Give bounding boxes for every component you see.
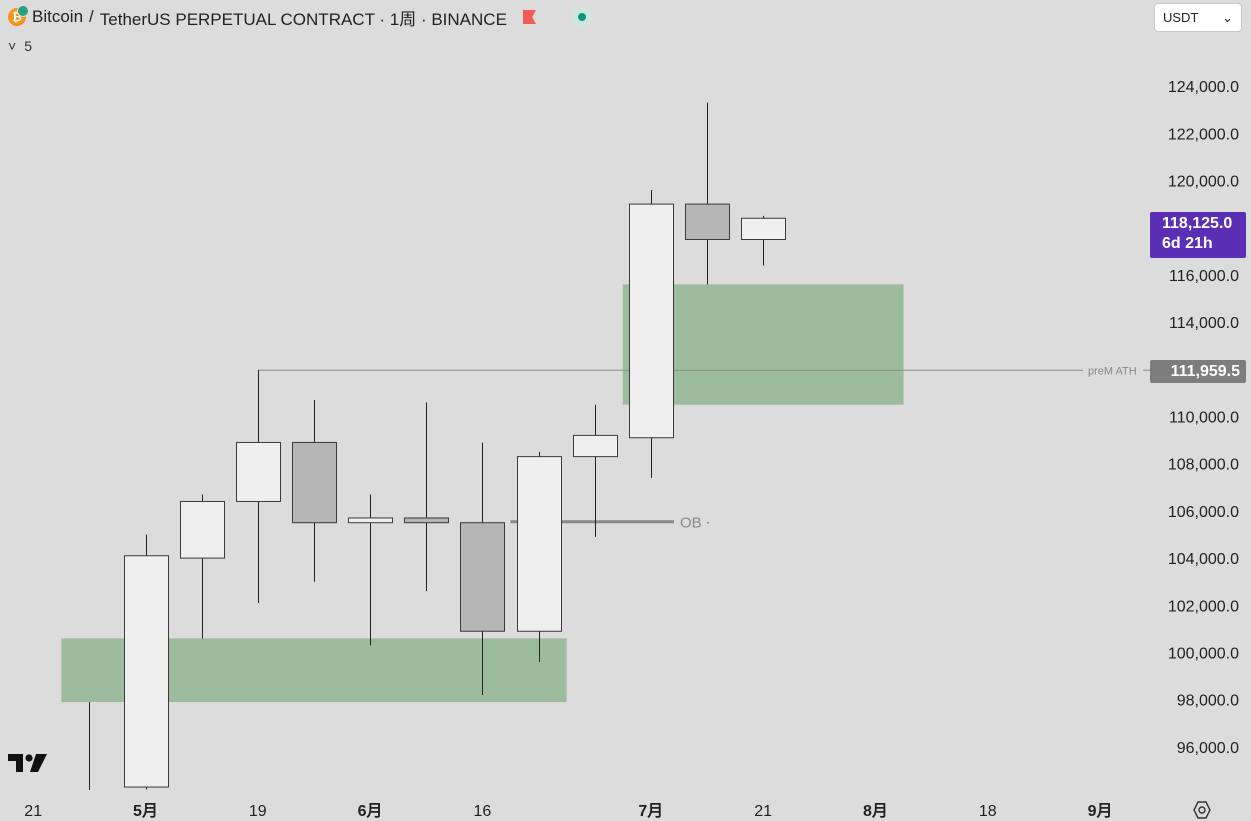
last-price-tag: 118,125.0 6d 21h [1150, 212, 1246, 258]
candle-body [404, 517, 449, 524]
candle-body [685, 203, 730, 241]
tradingview-logo-icon[interactable] [8, 752, 48, 774]
prem-ath-label: preM ATH [1088, 365, 1137, 377]
time-tick-label: 5月 [133, 802, 158, 820]
candle-7[interactable] [404, 402, 449, 592]
price-tick-label: 108,000.0 [1168, 457, 1239, 474]
bitcoin-icon: ₿ [8, 5, 29, 26]
candle-body [124, 555, 169, 788]
chevron-down-icon[interactable]: ˅ [8, 38, 17, 54]
time-tick-label: 21 [24, 803, 42, 820]
time-tick-label: 9月 [1088, 802, 1113, 820]
candle-body [292, 441, 337, 524]
candle-2[interactable] [124, 534, 169, 790]
time-tick-label: 16 [474, 803, 492, 820]
level-price-tag: 111,959.5 [1150, 360, 1246, 383]
ob-dot [707, 521, 709, 524]
chevron-down-icon: ⌄ [1222, 9, 1233, 25]
price-tick-label: 98,000.0 [1177, 693, 1239, 710]
candle-body [180, 500, 225, 559]
price-tick-label: 114,000.0 [1169, 315, 1239, 332]
price-axis[interactable]: 96,000.0 98,000.0 100,000.0 102,000.0 104,00… [1168, 79, 1239, 757]
symbol-separator: / [89, 7, 94, 26]
time-tick-label: 7月 [638, 802, 663, 820]
candle-11[interactable] [629, 189, 674, 478]
candle-body [741, 217, 786, 240]
time-axis[interactable]: 21 5月 19 6月 16 7月 21 8月 18 9月 [24, 802, 1112, 820]
candle-body [573, 434, 618, 458]
market-status-icon[interactable] [571, 7, 592, 27]
price-tick-label: 120,000.0 [1168, 174, 1239, 191]
price-tick-label: 122,000.0 [1168, 126, 1239, 143]
time-tick-label: 21 [754, 803, 772, 820]
candle-10[interactable] [573, 404, 618, 537]
time-tick-label: 8月 [863, 802, 888, 820]
candle-8[interactable] [460, 442, 505, 695]
currency-value: USDT [1163, 10, 1199, 25]
candle-body [348, 517, 393, 524]
candle-body [517, 456, 562, 632]
symbol-header[interactable]: ₿ Bitcoin / TetherUS PERPETUAL CONTRACT … [8, 4, 592, 30]
candle-body [236, 441, 281, 502]
currency-select[interactable]: USDT ⌄ [1154, 3, 1242, 32]
price-tick-label: 124,000.0 [1168, 79, 1239, 96]
time-tick-label: 18 [979, 803, 997, 820]
candle-6[interactable] [348, 494, 393, 646]
indicator-count: 5 [24, 38, 32, 54]
price-tick-label: 102,000.0 [1168, 598, 1239, 615]
candle-body [460, 522, 505, 632]
price-tick-label: 106,000.0 [1168, 504, 1239, 521]
ob-label: OB [680, 515, 702, 532]
candle-9[interactable] [517, 451, 562, 662]
flag-icon[interactable] [522, 10, 536, 24]
candle-body [629, 203, 674, 439]
indicator-toggle[interactable]: ˅ 5 [8, 38, 32, 54]
candle-5[interactable] [292, 399, 337, 582]
bar-countdown: 6d 21h [1162, 235, 1213, 252]
price-tick-label: 116,000.0 [1169, 268, 1239, 285]
time-tick-label: 6月 [358, 802, 383, 820]
price-tick-label: 96,000.0 [1177, 740, 1239, 757]
settings-icon[interactable] [1192, 800, 1212, 820]
candles-layer[interactable] [89, 102, 786, 790]
price-tick-label: 104,000.0 [1168, 551, 1239, 568]
price-tick-label: 110,000.0 [1169, 410, 1239, 427]
symbol-description[interactable]: TetherUS PERPETUAL CONTRACT · 1周 · BINAN… [99, 9, 507, 29]
candle-13[interactable] [741, 215, 786, 266]
symbol-name[interactable]: Bitcoin [32, 7, 84, 26]
last-price: 118,125.0 [1162, 215, 1233, 232]
price-tick-label: 100,000.0 [1168, 646, 1239, 663]
time-tick-label: 19 [249, 803, 267, 820]
candle-4[interactable] [236, 370, 281, 603]
tether-icon [17, 5, 29, 17]
candle-12[interactable] [685, 102, 730, 285]
candle-3[interactable] [180, 494, 225, 639]
